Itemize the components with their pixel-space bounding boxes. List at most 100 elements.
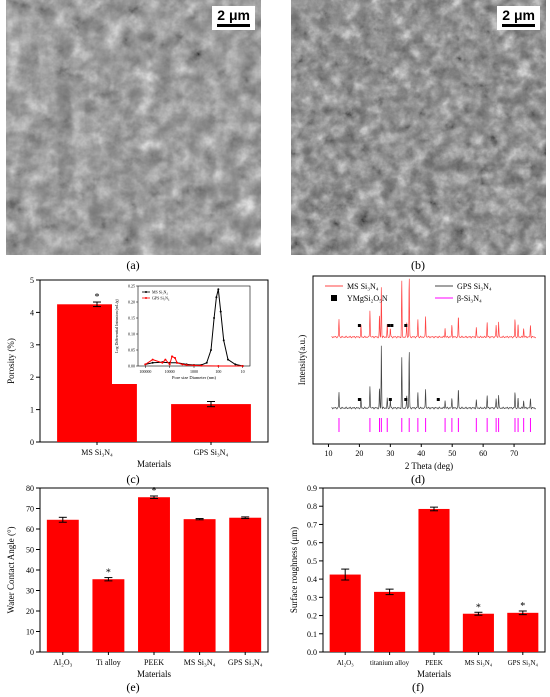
porosity-y-axis-label: Porosity (%) (6, 338, 16, 384)
roughness-x-axis-label: Materials (417, 669, 451, 679)
contact-angle-category-label: PEEK (144, 658, 164, 667)
inset-series-point (151, 361, 154, 364)
inset-legend-marker (145, 291, 147, 293)
inset-legend-marker (145, 297, 147, 299)
inset-series-point (151, 358, 154, 361)
contact-angle-significance-mark: * (152, 486, 157, 497)
ymgsi2o5n-marker (404, 324, 408, 327)
roughness-y-axis-label: Surface roughness (μm) (289, 527, 299, 613)
ymgsi2o5n-marker (387, 324, 391, 327)
inset-y-tick-label: 0.25 (128, 284, 135, 289)
roughness-category-label: PEEK (425, 659, 443, 667)
roughness-category-label: MS Si₃N₄ (465, 659, 493, 667)
xrd-legend-swatch (331, 295, 337, 301)
inset-series-point (171, 355, 174, 358)
contact-angle-bar (138, 497, 170, 652)
roughness-y-tick-label: 0.0 (307, 648, 317, 657)
inset-x-tick-label: 100 (215, 369, 221, 374)
porosity-y-tick-label: 2 (30, 373, 34, 382)
contact-angle-bar (92, 579, 125, 652)
xrd-series-line (331, 278, 537, 339)
contact-angle-y-tick-label: 80 (26, 484, 34, 493)
scale-bar-b-label: 2 μm (502, 7, 535, 23)
xrd-legend-label: MS Si₃N₄ (347, 282, 379, 291)
panel-e-label: (e) (126, 680, 140, 694)
scale-bar-a: 2 μm (212, 6, 255, 30)
contact-angle-y-axis-label: Water Contact Angle (°) (6, 526, 16, 613)
ymgsi2o5n-marker (357, 398, 361, 401)
inset-series-point (222, 339, 225, 342)
contact-angle-category-label: Ti alloy (96, 658, 121, 667)
contact-angle-y-tick-label: 10 (26, 628, 34, 637)
porosity-category-label: GPS Si₃N₄ (194, 448, 229, 457)
roughness-y-tick-label: 0.8 (307, 502, 317, 511)
xrd-legend-label: GPS Si₃N₄ (457, 282, 492, 291)
porosity-category-label: MS Si₃N₄ (81, 448, 113, 457)
inset-series-point (144, 363, 147, 366)
inset-x-tick-label: 10 (241, 369, 245, 374)
roughness-y-tick-label: 0.3 (307, 593, 317, 602)
contact-angle-y-tick-label: 30 (26, 587, 34, 596)
xrd-series-line (331, 345, 537, 410)
roughness-bar (329, 574, 361, 652)
inset-series-point (193, 364, 195, 367)
inset-series-point (210, 349, 213, 351)
contact-angle-y-tick-label: 20 (26, 607, 34, 616)
inset-series-point (217, 365, 220, 367)
porosity-significance-mark: * (95, 292, 100, 303)
xrd-x-tick-label: 20 (355, 449, 363, 458)
contact-angle-y-tick-label: 50 (26, 546, 34, 555)
contact-angle-significance-mark: * (106, 568, 111, 579)
inset-series-point (185, 364, 188, 367)
inset-series-point (168, 363, 171, 366)
inset-series-point (219, 310, 222, 313)
scale-bar-a-label: 2 μm (217, 7, 250, 23)
contact-angle-category-label: GPS Si₃N₄ (228, 658, 263, 667)
porosity-bar (171, 404, 251, 442)
xrd-legend-label: β-Si₃N₄ (457, 294, 482, 303)
roughness-y-tick-label: 0.9 (307, 484, 317, 493)
porosity-y-tick-label: 4 (30, 308, 34, 317)
inset-x-tick-label: 100000 (139, 369, 151, 374)
contact-angle-y-tick-label: 40 (26, 566, 34, 575)
inset-y-tick-label: 0.15 (128, 316, 135, 321)
inset-x-tick-label: 1000 (190, 369, 198, 374)
roughness-bar (507, 612, 539, 652)
inset-background (112, 282, 254, 384)
xrd-plot-frame (312, 275, 546, 445)
inset-series-point (175, 361, 178, 364)
sem-image-a (6, 0, 261, 255)
xrd-x-tick-label: 40 (417, 449, 425, 458)
inset-series-point (227, 358, 230, 361)
ymgsi2o5n-marker (388, 398, 392, 401)
panel-c-label: (c) (126, 472, 140, 486)
ymgsi2o5n-marker (404, 398, 408, 401)
roughness-y-tick-label: 0.1 (307, 630, 317, 639)
surface-roughness-chart: 0.0 0.1 0.2 0.3 0.4 0.5 0.6 0.7 0.8 0.9 Al₂O₃ titan… (289, 484, 546, 679)
porosity-y-tick-label: 5 (30, 276, 34, 285)
contact-angle-chart: 0 10 20 30 40 50 60 70 80 Al₂O₃ * Ti alloy * PEEK MS S… (6, 484, 269, 679)
xrd-chart: 10 20 30 40 50 60 70 2 Theta (deg) Intensity(a.u… (297, 275, 546, 471)
inset-series-point (205, 361, 208, 364)
xrd-x-tick-label: 60 (479, 449, 487, 458)
contact-angle-y-tick-label: 0 (30, 648, 34, 657)
roughness-bar (374, 591, 406, 652)
contact-angle-category-label: MS Si₃N₄ (184, 658, 216, 667)
contact-angle-y-tick-label: 70 (26, 505, 34, 514)
roughness-significance-mark: * (476, 602, 481, 613)
scale-bar-b-line (502, 24, 535, 27)
roughness-bar (418, 508, 450, 652)
roughness-y-tick-label: 0.6 (307, 539, 317, 548)
inset-series-point (234, 363, 237, 366)
ymgsi2o5n-marker (357, 324, 361, 327)
porosity-plot-frame (39, 279, 269, 443)
roughness-y-tick-label: 0.5 (307, 557, 317, 566)
inset-series-point (181, 363, 184, 366)
sem-image-a-panel: 2 μm (6, 0, 261, 255)
contact-angle-x-axis-label: Materials (137, 669, 171, 679)
xrd-x-tick-label: 30 (386, 449, 394, 458)
roughness-category-label: Al₂O₃ (337, 659, 354, 667)
porosity-y-tick-label: 1 (30, 406, 34, 415)
inset-series-point (217, 288, 220, 291)
